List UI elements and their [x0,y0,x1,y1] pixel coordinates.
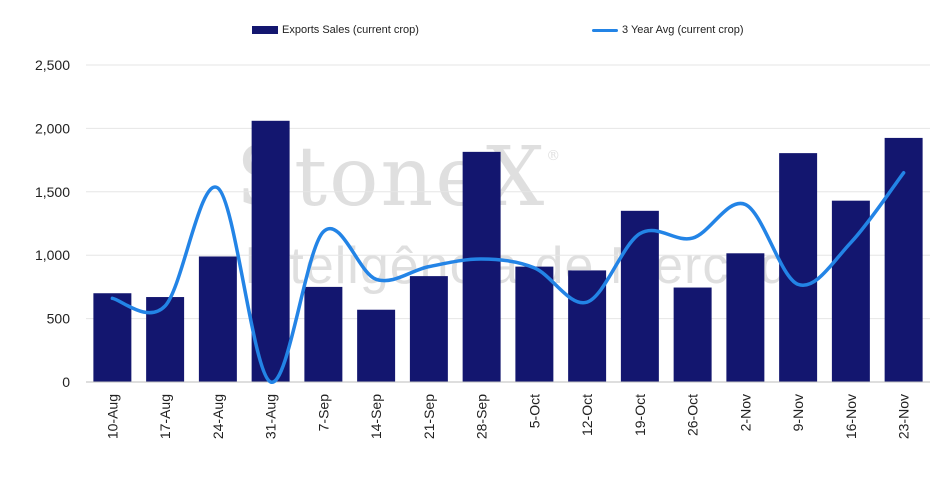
y-tick-label: 2,000 [35,120,70,136]
y-tick-label: 1,500 [35,184,70,200]
legend-item-exports-sales: Exports Sales (current crop) [252,24,419,36]
x-tick-label: 9-Nov [790,394,806,431]
y-tick-label: 500 [47,311,71,327]
bar [620,210,659,382]
y-tick-label: 2,500 [35,57,70,73]
x-tick-label: 26-Oct [685,394,701,436]
x-tick-label: 21-Sep [421,394,437,439]
x-tick-label: 2-Nov [737,394,753,431]
bar [515,266,554,382]
chart-legend: Exports Sales (current crop) 3 Year Avg … [0,24,940,42]
legend-swatch-line [592,28,618,32]
bar [304,286,343,382]
bar [251,120,290,383]
bar [462,151,501,382]
x-tick-label: 31-Aug [263,394,279,439]
x-tick-label: 28-Sep [474,394,490,439]
x-tick-label: 24-Aug [210,394,226,439]
x-tick-label: 19-Oct [632,394,648,436]
series-line-3-year-avg [110,171,906,384]
bar [93,293,132,382]
legend-label-3-year-avg: 3 Year Avg (current crop) [622,24,744,36]
x-tick-label: 7-Sep [315,394,331,432]
x-tick-label: 12-Oct [579,394,595,436]
x-tick-label: 16-Nov [843,394,859,439]
bar [779,153,818,382]
legend-label-exports-sales: Exports Sales (current crop) [282,24,419,36]
bar [198,256,237,382]
bar [884,137,923,382]
bar [726,253,765,382]
bar [357,309,396,382]
x-tick-label: 23-Nov [896,394,912,439]
x-tick-label: 17-Aug [157,394,173,439]
y-tick-label: 0 [62,374,70,390]
bar [831,200,870,382]
y-tick-label: 1,000 [35,247,70,263]
bar [673,287,712,382]
bar [568,270,607,382]
x-tick-label: 10-Aug [104,394,120,439]
legend-swatch-bar [252,26,278,34]
legend-item-3-year-avg: 3 Year Avg (current crop) [592,24,743,36]
bar [146,297,185,382]
x-tick-label: 14-Sep [368,394,384,439]
bar [409,276,448,382]
x-tick-label: 5-Oct [526,394,542,428]
